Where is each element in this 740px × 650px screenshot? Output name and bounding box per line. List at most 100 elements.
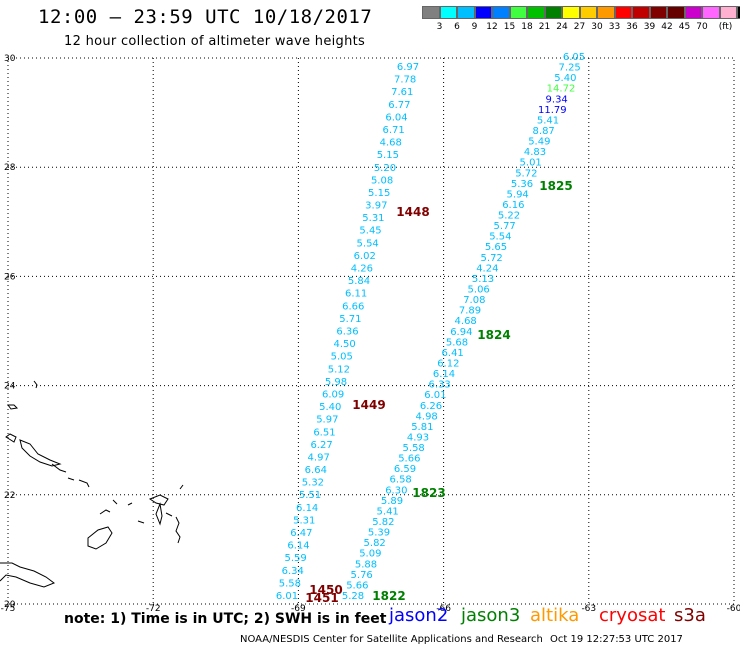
island-outline [78, 479, 90, 488]
wave-height-value: 5.39 [368, 528, 390, 539]
wave-height-value: 4.97 [308, 452, 330, 463]
longitude-label: -66 [436, 604, 451, 614]
wave-height-value: 5.06 [468, 285, 490, 296]
map-title: 12:00 – 23:59 UTC 10/18/2017 [38, 6, 373, 28]
legend-jason3: jason3 [461, 605, 521, 626]
color-swatch [684, 6, 702, 19]
wave-height-value: 6.04 [385, 112, 407, 123]
color-swatch [649, 6, 667, 19]
wave-height-value: 5.31 [293, 515, 315, 526]
color-swatch [492, 6, 510, 19]
wave-height-value: 5.45 [359, 226, 381, 237]
color-swatch [562, 6, 580, 19]
color-scale-label: 33 [608, 22, 621, 32]
island-outline [67, 477, 75, 481]
wave-height-value: 5.65 [485, 242, 507, 253]
color-swatch [544, 6, 562, 19]
wave-height-value: 6.58 [390, 475, 412, 486]
wave-height-value: 6.33 [429, 380, 451, 391]
longitude-label: -75 [1, 604, 16, 614]
color-scale-label: 15 [503, 22, 516, 32]
color-swatch [527, 6, 545, 19]
wave-height-value: 5.71 [339, 314, 361, 325]
wave-height-value: 5.82 [364, 538, 386, 549]
wave-height-value: 5.20 [374, 163, 396, 174]
longitude-label: -60 [727, 604, 740, 614]
island-outline [148, 494, 169, 506]
color-scale-labels: 3 6 9 12 15 18 21 24 27 30 33 36 39 42 45 70 (ft) [422, 22, 740, 34]
map-frame [7, 57, 735, 605]
wave-height-value: 5.32 [302, 478, 324, 489]
wave-height-value: 5.72 [515, 168, 537, 179]
island-outline [33, 380, 38, 389]
longitude-label: -69 [291, 604, 306, 614]
wave-height-value: 5.58 [279, 578, 301, 589]
wave-height-value: 5.84 [348, 276, 370, 287]
wave-height-value: 6.09 [322, 389, 344, 400]
island-outline [0, 562, 56, 588]
island-outline [112, 499, 118, 505]
track-time-label: 1449 [352, 398, 385, 412]
credit-text: NOAA/NESDIS Center for Satellite Applica… [240, 634, 543, 645]
island-outline [137, 520, 145, 524]
wave-height-value: 6.51 [313, 427, 335, 438]
color-scale-label: 9 [471, 22, 478, 32]
wave-height-value: 11.79 [538, 105, 567, 116]
wave-height-value: 6.30 [385, 485, 407, 496]
wave-height-value: 5.40 [319, 402, 341, 413]
wave-height-value: 9.34 [546, 94, 568, 105]
island-outline [165, 512, 173, 517]
track-time-label: 1450 [309, 583, 342, 597]
color-swatch [509, 6, 527, 19]
wave-height-value: 6.01 [276, 591, 298, 602]
wave-height-value: 7.25 [559, 63, 581, 74]
wave-height-value: 6.94 [450, 327, 472, 338]
wave-height-value: 5.15 [377, 150, 399, 161]
wave-height-value: 5.66 [346, 580, 368, 591]
wave-height-value: 7.78 [394, 75, 416, 86]
latitude-label: 26 [4, 272, 16, 282]
wave-height-value: 5.51 [299, 490, 321, 501]
color-scale-label: 21 [538, 22, 551, 32]
wave-height-value: 8.87 [533, 126, 555, 137]
color-scale-label: 18 [521, 22, 533, 32]
wave-height-value: 6.14 [287, 541, 309, 552]
latitude-label: 20 [4, 600, 16, 610]
wave-height-value: 6.05 [563, 52, 585, 63]
island-outline [179, 484, 184, 490]
axis-labels: -75 -72 -69 -66 -63 -60 30 28 26 24 22 20 [1, 54, 740, 614]
wave-height-value: 14.72 [547, 84, 576, 95]
wave-height-value: 5.54 [489, 232, 511, 243]
island-outline [7, 404, 19, 410]
wave-height-value: 4.93 [407, 432, 429, 443]
wave-height-value: 6.36 [336, 327, 358, 338]
wave-height-value: 5.08 [371, 175, 393, 186]
wave-height-value: 6.71 [382, 125, 404, 136]
wave-height-value: 5.54 [357, 238, 379, 249]
footnote: note: 1) Time is in UTC; 2) SWH is in fe… [64, 611, 387, 627]
wave-height-value: 6.27 [310, 440, 332, 451]
island-outline [87, 526, 113, 550]
color-scale-label: 36 [626, 22, 638, 32]
wave-height-value: 5.89 [381, 496, 403, 507]
color-swatch [597, 6, 615, 19]
map-subtitle: 12 hour collection of altimeter wave hei… [64, 34, 366, 49]
color-swatch [737, 6, 740, 19]
wave-height-value: 6.77 [388, 100, 410, 111]
island-outline [51, 463, 67, 473]
wave-height-value: 4.26 [351, 264, 373, 275]
island-outline [155, 502, 163, 526]
color-swatch [632, 6, 650, 19]
wave-height-value: 5.77 [494, 221, 516, 232]
wave-height-value: 3.97 [365, 201, 387, 212]
color-swatch [474, 6, 492, 19]
wave-height-value: 5.98 [325, 377, 347, 388]
color-scale-label: 12 [486, 22, 498, 32]
island-outline [99, 509, 111, 515]
color-swatch [439, 6, 457, 19]
track-time-label: 1824 [477, 328, 510, 342]
color-scale-label: 45 [678, 22, 691, 32]
color-swatch [422, 6, 440, 19]
